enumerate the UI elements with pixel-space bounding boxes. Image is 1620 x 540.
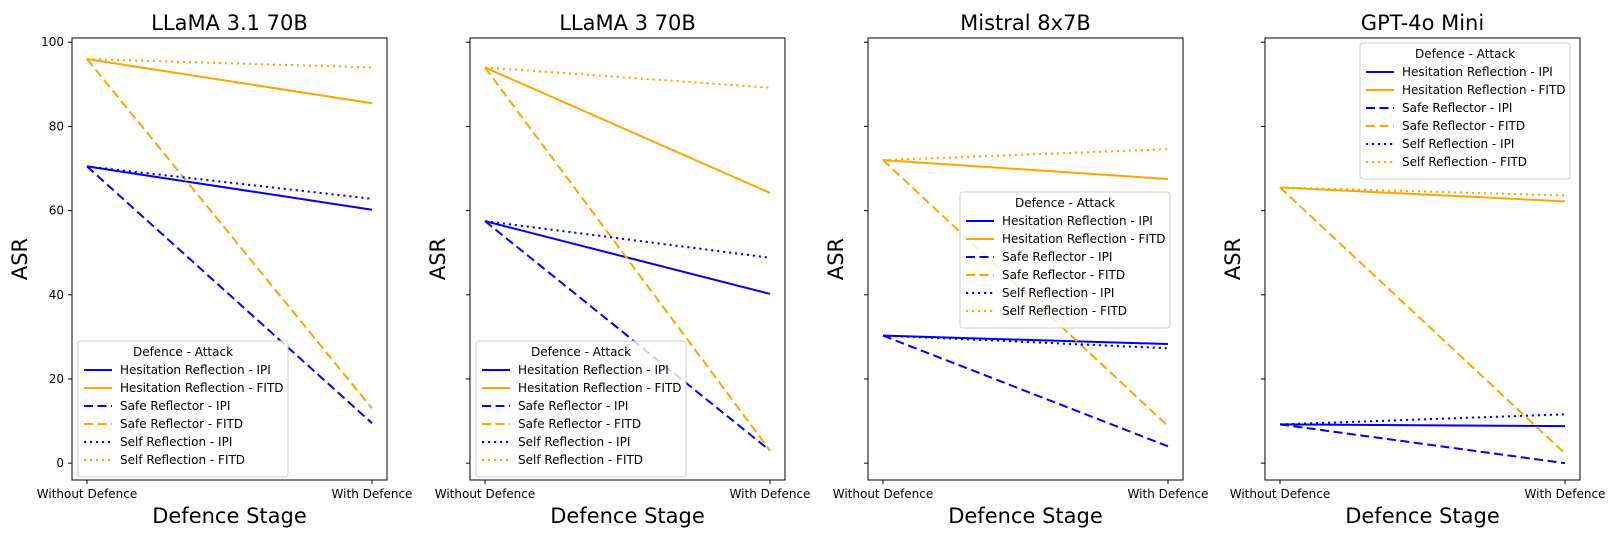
plot-frame — [867, 37, 1184, 481]
chart-panel-4: GPT-4o Mini Without Defence With Defence De… — [1221, 11, 1605, 528]
series-line-safe-reflector-ipi — [1279, 423, 1566, 465]
legend-box — [959, 191, 1171, 329]
y-axis-label: ASR — [426, 238, 450, 280]
legend-label: Safe Reflector - FITD — [1402, 119, 1525, 133]
x-tick-label: With Defence — [1128, 487, 1209, 501]
x-tick-label: Without Defence — [833, 487, 934, 501]
legend-label: Self Reflection - FITD — [120, 453, 245, 467]
y-tick-label: 100 — [41, 35, 64, 49]
x-axis-label: Defence Stage — [1345, 504, 1500, 528]
y-tick-label: 20 — [49, 372, 64, 386]
legend-label: Hesitation Reflection - IPI — [1002, 214, 1153, 228]
y-tick-label: 40 — [49, 288, 64, 302]
series-line-safe-reflector-fitd — [484, 66, 771, 452]
series-line-self-reflection-fitd — [484, 66, 771, 89]
x-tick-label: With Defence — [730, 487, 811, 501]
x-axis-label: Defence Stage — [152, 504, 307, 528]
y-axis-label: ASR — [824, 238, 848, 280]
series-line-hesitation-reflection-ipi — [1279, 423, 1566, 428]
series-line-self-reflection-fitd — [882, 148, 1169, 162]
series-line-hesitation-reflection-fitd — [484, 66, 771, 194]
chart-panel-2: LLaMA 3 70B Without Defence With Defence De… — [426, 11, 810, 528]
y-tick-label: 80 — [49, 119, 64, 133]
x-tick-label: With Defence — [1525, 487, 1606, 501]
legend-label: Hesitation Reflection - FITD — [518, 381, 682, 395]
x-axis-label: Defence Stage — [948, 504, 1103, 528]
legend-label: Safe Reflector - FITD — [120, 417, 243, 431]
legend-box — [1359, 42, 1571, 180]
series-line-self-reflection-ipi — [86, 165, 373, 200]
y-tick-label: 0 — [56, 456, 64, 470]
series-line-safe-reflector-ipi — [882, 334, 1169, 448]
legend-label: Hesitation Reflection - FITD — [120, 381, 284, 395]
x-tick-label: With Defence — [332, 487, 413, 501]
legend-label: Hesitation Reflection - FITD — [1002, 232, 1166, 246]
series-line-self-reflection-ipi — [1279, 413, 1566, 426]
panel-title: LLaMA 3.1 70B — [151, 11, 308, 35]
legend: Defence - Attack Hesitation Reflection - … — [475, 340, 687, 478]
chart-panel-3: Mistral 8x7B Without Defence With Defence D… — [824, 11, 1208, 528]
legend-label: Self Reflection - IPI — [120, 435, 232, 449]
series-line-hesitation-reflection-fitd — [1279, 186, 1566, 203]
series-line-safe-reflector-ipi — [86, 165, 373, 424]
legend: Defence - Attack Hesitation Reflection - … — [1359, 42, 1571, 180]
series-line-safe-reflector-fitd — [1279, 186, 1566, 455]
panel-title: Mistral 8x7B — [960, 11, 1091, 35]
panel-title: GPT-4o Mini — [1361, 11, 1484, 35]
plot-frame — [71, 37, 388, 481]
legend-label: Safe Reflector - IPI — [120, 399, 230, 413]
legend-label: Safe Reflector - FITD — [1002, 268, 1125, 282]
legend-label: Safe Reflector - IPI — [1002, 250, 1112, 264]
series-line-hesitation-reflection-fitd — [86, 58, 373, 105]
plot-frame — [1264, 37, 1581, 481]
legend-label: Self Reflection - IPI — [1402, 137, 1514, 151]
legend-label: Safe Reflector - IPI — [518, 399, 628, 413]
legend-label: Self Reflection - IPI — [518, 435, 630, 449]
legend-label: Safe Reflector - FITD — [518, 417, 641, 431]
legend-box — [77, 340, 289, 478]
legend-label: Safe Reflector - IPI — [1402, 101, 1512, 115]
y-tick-label: 60 — [49, 204, 64, 218]
legend-box — [475, 340, 687, 478]
y-axis-label: ASR — [8, 238, 32, 280]
chart-panel-1: LLaMA 3.1 70B 0 20 40 60 80 100 Without Defence… — [8, 11, 412, 528]
legend-label: Self Reflection - FITD — [1002, 304, 1127, 318]
x-axis-label: Defence Stage — [550, 504, 705, 528]
x-tick-label: Without Defence — [435, 487, 536, 501]
x-tick-label: Without Defence — [37, 487, 138, 501]
series-line-hesitation-reflection-ipi — [882, 334, 1169, 346]
legend: Defence - Attack Hesitation Reflection - … — [959, 191, 1171, 329]
legend-title: Defence - Attack — [133, 345, 233, 359]
plot-frame — [469, 37, 786, 481]
series-line-hesitation-reflection-fitd — [882, 159, 1169, 181]
legend-title: Defence - Attack — [1015, 196, 1115, 210]
legend-title: Defence - Attack — [531, 345, 631, 359]
legend-label: Hesitation Reflection - IPI — [1402, 65, 1553, 79]
y-axis-label: ASR — [1221, 238, 1245, 280]
legend-label: Hesitation Reflection - IPI — [518, 363, 669, 377]
legend-label: Hesitation Reflection - FITD — [1402, 83, 1566, 97]
x-tick-label: Without Defence — [1230, 487, 1331, 501]
legend-label: Self Reflection - FITD — [1402, 155, 1527, 169]
legend-title: Defence - Attack — [1415, 47, 1515, 61]
series-line-hesitation-reflection-ipi — [86, 165, 373, 211]
series-line-self-reflection-ipi — [484, 220, 771, 259]
legend-label: Hesitation Reflection - IPI — [120, 363, 271, 377]
legend-label: Self Reflection - FITD — [518, 453, 643, 467]
series-line-safe-reflector-fitd — [86, 58, 373, 410]
series-line-safe-reflector-ipi — [484, 220, 771, 452]
legend-label: Self Reflection - IPI — [1002, 286, 1114, 300]
panel-title: LLaMA 3 70B — [559, 11, 696, 35]
legend: Defence - Attack Hesitation Reflection - … — [77, 340, 289, 478]
